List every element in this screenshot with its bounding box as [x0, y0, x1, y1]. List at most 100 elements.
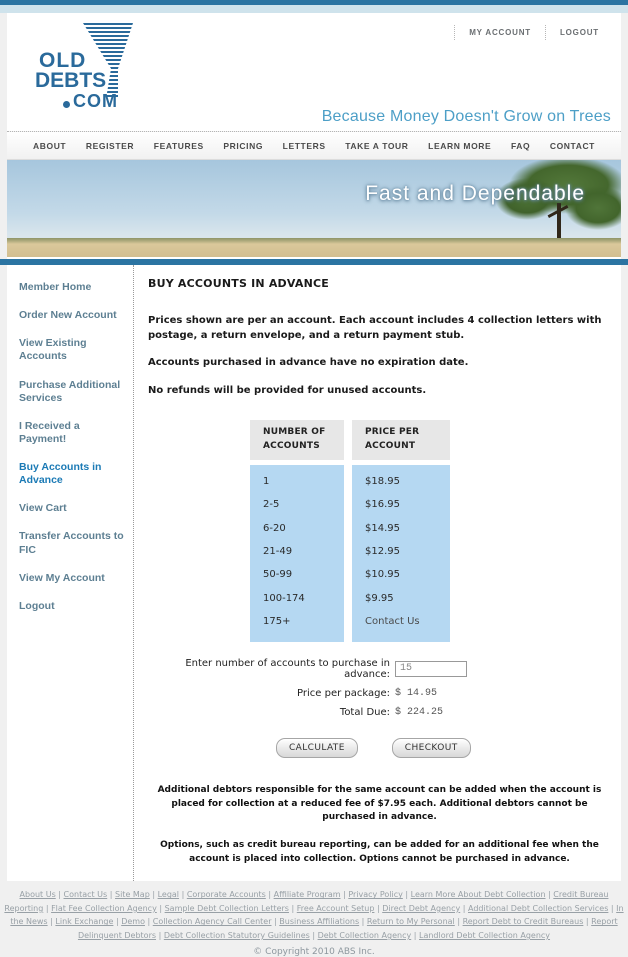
footer-link-privacy-policy[interactable]: Privacy Policy — [348, 890, 403, 900]
nav-item-pricing[interactable]: PRICING — [223, 140, 264, 151]
footer-separator: | — [156, 931, 164, 941]
account-links: MY ACCOUNT LOGOUT — [454, 25, 613, 40]
footer-link-site-map[interactable]: Site Map — [115, 890, 150, 900]
calculate-button[interactable]: CALCULATE — [276, 737, 358, 758]
price-table-cell: $14.95 — [365, 522, 400, 534]
footer-link-demo[interactable]: Demo — [121, 917, 145, 927]
footer-link-debt-collection-agency[interactable]: Debt Collection Agency — [317, 931, 412, 941]
footer-link-additional-debt-collection-services[interactable]: Additional Debt Collection Services — [468, 903, 609, 913]
member-sidebar: Member Home Order New Account View Existin… — [7, 265, 134, 882]
footer-link-report-debt-to-credit-bureaus[interactable]: Report Debt to Credit Bureaus — [462, 917, 584, 927]
nav-item-features[interactable]: FEATURES — [153, 140, 204, 151]
intro-paragraph: Prices shown are per an account. Each ac… — [148, 315, 602, 341]
total-due-label: Total Due: — [339, 706, 390, 718]
price-table-cell: 175+ — [263, 616, 291, 628]
nav-item-about[interactable]: ABOUT — [33, 140, 67, 151]
footer-link-return-to-my-personal[interactable]: Return to My Personal — [366, 917, 455, 927]
old-debts-logo[interactable]: OLD DEBTS COM — [35, 21, 155, 129]
footer-separator: | — [545, 890, 554, 900]
footer-separator: | — [309, 931, 318, 941]
sidebar-item-purchase-additional-services[interactable]: Purchase Additional Services — [19, 378, 121, 404]
nav-item-learn-more[interactable]: LEARN MORE — [428, 140, 492, 151]
nav-item-register[interactable]: REGISTER — [85, 140, 135, 151]
footer-links: About Us | Contact Us | Site Map | Legal… — [2, 888, 626, 942]
hero-title: Fast and Dependable — [365, 182, 585, 205]
footer-separator: | — [179, 890, 187, 900]
logout-link[interactable]: LOGOUT — [544, 25, 613, 40]
price-table-cell: 100-174 — [263, 592, 305, 604]
logo-text-old: OLD — [39, 49, 87, 72]
footer-link-collection-agency-call-center[interactable]: Collection Agency Call Center — [152, 917, 272, 927]
sidebar-item-buy-accounts-in-advance[interactable]: Buy Accounts in Advance — [19, 461, 102, 487]
price-table-cell: 50-99 — [263, 569, 293, 581]
divider — [7, 257, 621, 259]
footer-link-business-affiliations[interactable]: Business Affiliations — [279, 917, 360, 927]
sidebar-item-view-my-account[interactable]: View My Account — [19, 571, 105, 584]
footer-separator: | — [583, 917, 592, 927]
footer-separator: | — [107, 890, 115, 900]
copyright-notice: © Copyright 2010 ABS Inc. — [253, 946, 375, 957]
tree-foliage — [495, 178, 559, 220]
quantity-input[interactable] — [395, 660, 467, 677]
footer-link-legal[interactable]: Legal — [157, 890, 180, 900]
sidebar-item-member-home[interactable]: Member Home — [19, 281, 92, 293]
footer-link-contact-us[interactable]: Contact Us — [63, 890, 108, 900]
site-tagline: Because Money Doesn't Grow on Trees — [321, 108, 611, 125]
checkout-button[interactable]: CHECKOUT — [391, 737, 471, 758]
price-table-cell: Contact Us — [365, 616, 420, 628]
price-table-cell: $16.95 — [365, 499, 400, 511]
footer-separator: | — [402, 890, 411, 900]
price-table-cell: $10.95 — [365, 569, 400, 581]
footer-link-about-us[interactable]: About Us — [19, 890, 56, 900]
price-table-column: PRICE PER ACCOUNT $18.95 $16.95 $14.95 $12.9… — [352, 420, 450, 642]
sidebar-item-logout[interactable]: Logout — [19, 599, 55, 612]
hero-banner: Fast and Dependable — [7, 160, 621, 257]
nav-item-take-a-tour[interactable]: TAKE A TOUR — [345, 140, 409, 151]
footer-separator: | — [47, 917, 56, 927]
total-due-row: Total Due: $ 224.25 — [148, 707, 611, 718]
sidebar-item-order-new-account[interactable]: Order New Account — [19, 309, 117, 322]
sidebar-item-view-cart[interactable]: View Cart — [19, 502, 67, 515]
footer-link-free-account-setup[interactable]: Free Account Setup — [296, 903, 375, 913]
footer-separator: | — [271, 917, 280, 927]
logo-text-com: COM — [73, 91, 118, 111]
tree-foliage — [565, 186, 621, 230]
footer-link-link-exchange[interactable]: Link Exchange — [55, 917, 114, 927]
price-table-header: PRICE PER ACCOUNT — [352, 420, 450, 460]
footer-link-sample-debt-collection-letters[interactable]: Sample Debt Collection Letters — [164, 903, 289, 913]
footer-separator: | — [55, 890, 64, 900]
footer-separator: | — [359, 917, 367, 927]
footer-separator: | — [43, 903, 52, 913]
price-table-cell: 2-5 — [263, 499, 280, 511]
main-content: BUY ACCOUNTS IN ADVANCE Prices shown are… — [134, 265, 621, 881]
sidebar-item-i-received-a-payment[interactable]: I Received a Payment! — [19, 419, 80, 445]
price-table-cell: $18.95 — [365, 475, 400, 487]
price-table-header: NUMBER OF ACCOUNTS — [250, 420, 344, 460]
nav-item-faq[interactable]: FAQ — [510, 140, 531, 151]
footer-separator: | — [608, 903, 617, 913]
footer-separator: | — [340, 890, 349, 900]
footer-link-landlord-debt-collection-agency[interactable]: Landlord Debt Collection Agency — [419, 931, 551, 941]
price-per-package-label: Price per package: — [297, 687, 390, 699]
quantity-row: Enter number of accounts to purchase in … — [148, 658, 611, 680]
my-account-link[interactable]: MY ACCOUNT — [454, 25, 545, 40]
sidebar-item-transfer-accounts-to-fic[interactable]: Transfer Accounts to FIC — [19, 530, 124, 556]
price-per-package-row: Price per package: $ 14.95 — [148, 688, 611, 699]
footer-link-debt-collection-statutory-guidelines[interactable]: Debt Collection Statutory Guidelines — [163, 931, 310, 941]
footer-separator: | — [454, 917, 463, 927]
footer-link-direct-debt-agency[interactable]: Direct Debt Agency — [382, 903, 461, 913]
footer-separator: | — [156, 903, 165, 913]
price-table-cell: $9.95 — [365, 592, 394, 604]
no-expiration-paragraph: Accounts purchased in advance have no ex… — [148, 357, 469, 368]
footer-separator: | — [265, 890, 274, 900]
footer-link-corporate-accounts[interactable]: Corporate Accounts — [186, 890, 266, 900]
price-per-package-value: $ 14.95 — [395, 687, 438, 699]
footer-link-flat-fee-collection-agency[interactable]: Flat Fee Collection Agency — [51, 903, 157, 913]
sidebar-item-view-existing-accounts[interactable]: View Existing Accounts — [19, 337, 87, 363]
price-table-body: $18.95 $16.95 $14.95 $12.95 $10.95 $9.95 Conta… — [352, 464, 450, 642]
nav-item-letters[interactable]: LETTERS — [282, 140, 326, 151]
footer-link-affiliate-program[interactable]: Affiliate Program — [273, 890, 341, 900]
footer-link-learn-more-about-debt-collection[interactable]: Learn More About Debt Collection — [410, 890, 546, 900]
hero-field-ground — [7, 238, 621, 257]
nav-item-contact[interactable]: CONTACT — [549, 140, 595, 151]
